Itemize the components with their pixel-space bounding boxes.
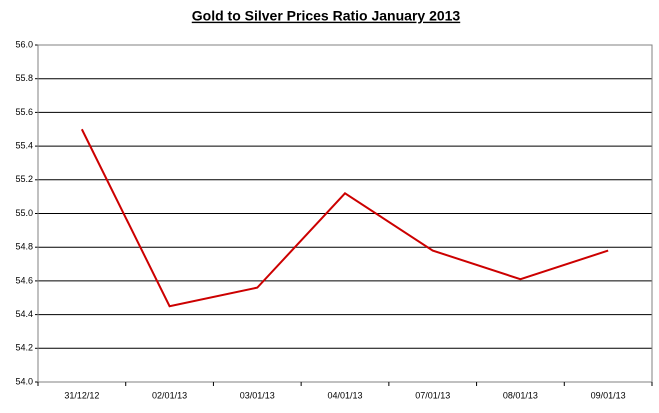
y-tick-label: 54.2	[15, 343, 33, 353]
y-tick-label: 55.4	[15, 140, 33, 150]
plot-frame	[37, 44, 653, 383]
y-tick-label: 55.2	[15, 174, 33, 184]
chart-title: Gold to Silver Prices Ratio January 2013	[192, 8, 461, 24]
data-line	[80, 128, 609, 308]
y-tick-label: 54.4	[15, 309, 33, 319]
x-tick-label: 03/01/13	[240, 390, 275, 400]
x-tick-label: 02/01/13	[152, 390, 187, 400]
x-tick-label: 07/01/13	[415, 390, 450, 400]
y-tick-label: 55.8	[15, 73, 33, 83]
y-tick-label: 56.0	[15, 39, 33, 49]
x-tick-label: 08/01/13	[503, 390, 538, 400]
y-tick-label: 55.6	[15, 107, 33, 117]
x-tick-label: 09/01/13	[591, 390, 626, 400]
y-tick-label: 55.0	[15, 208, 33, 218]
y-tick-label: 54.6	[15, 275, 33, 285]
y-tick-label: 54.8	[15, 242, 33, 252]
x-tick-label: 31/12/12	[64, 390, 99, 400]
x-tick-label: 04/01/13	[327, 390, 362, 400]
y-tick-label: 54.0	[15, 376, 33, 386]
